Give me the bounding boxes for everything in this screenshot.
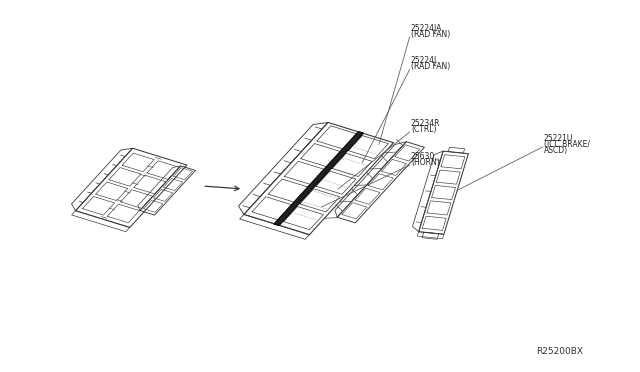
Text: 25630: 25630 — [411, 152, 435, 161]
Text: 25224J: 25224J — [411, 56, 437, 65]
Polygon shape — [275, 132, 363, 225]
Text: (HORN): (HORN) — [411, 158, 440, 167]
Text: (RAD FAN): (RAD FAN) — [411, 62, 450, 71]
Text: ASCD): ASCD) — [544, 146, 568, 155]
Text: (ICC BRAKE/: (ICC BRAKE/ — [544, 140, 590, 149]
Text: (RAD FAN): (RAD FAN) — [411, 30, 450, 39]
Text: R25200BX: R25200BX — [536, 347, 583, 356]
Text: 25221U: 25221U — [544, 134, 573, 143]
Text: 25234R: 25234R — [411, 119, 440, 128]
Text: 25224JA: 25224JA — [411, 24, 442, 33]
Text: (CTRL): (CTRL) — [411, 125, 436, 134]
